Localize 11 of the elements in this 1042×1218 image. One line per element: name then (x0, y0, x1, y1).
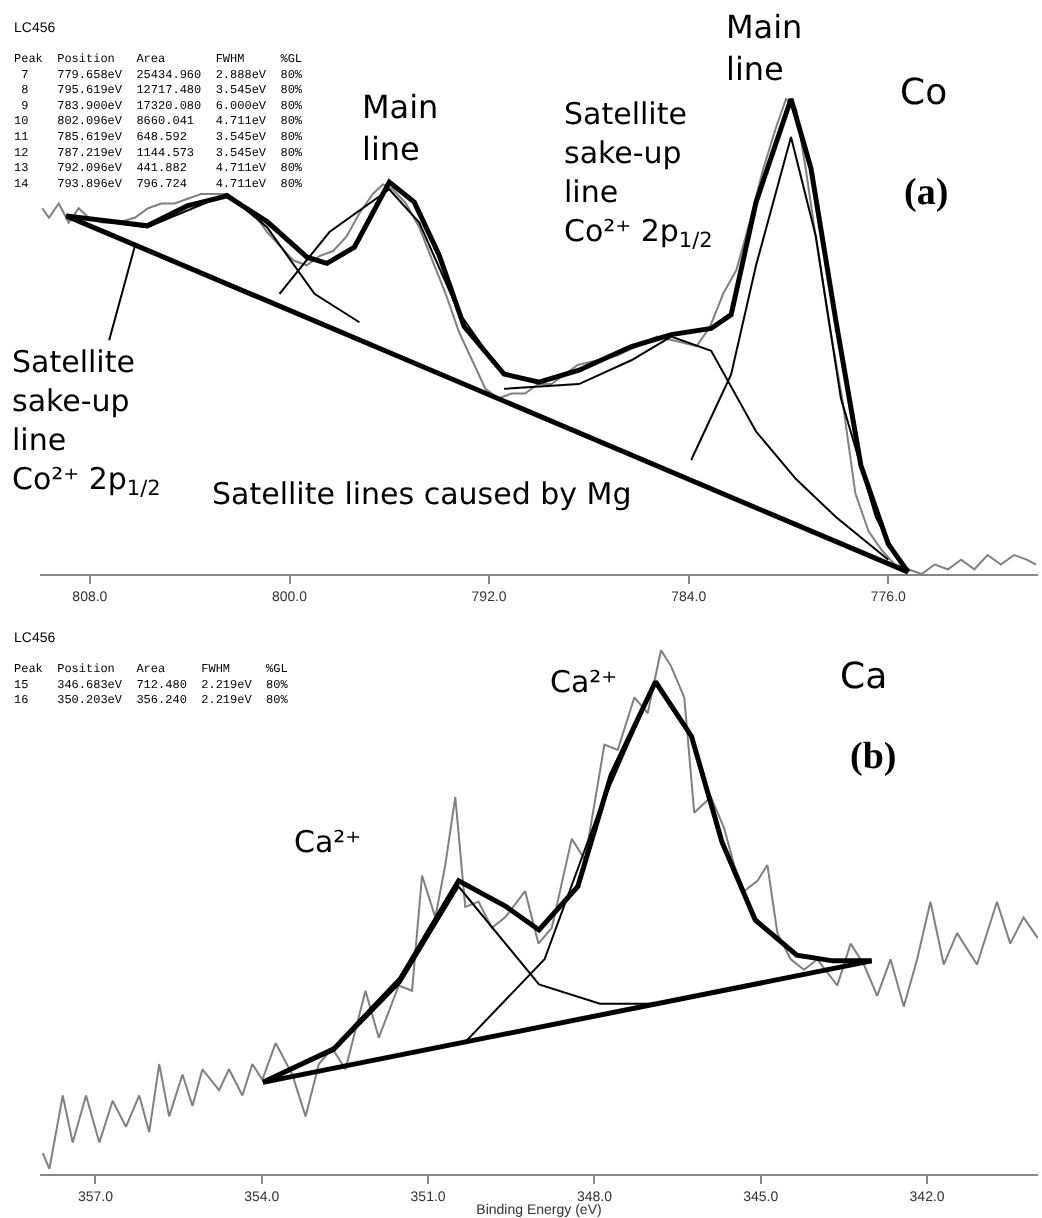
annotation: (a) (904, 172, 949, 214)
annotation: (b) (850, 736, 897, 778)
annotation: Ca²⁺ (294, 824, 362, 860)
annotation: Satellite sake-up line Co²⁺ 2p$_{1/2}$ (564, 96, 713, 254)
annotation: Ca (840, 656, 888, 698)
annotation: Satellite sake-up line Co²⁺ 2p$_{1/2}$ (12, 344, 161, 502)
annotation: Main line (362, 88, 439, 168)
annotation: Co (900, 72, 948, 114)
annotation: Satellite lines caused by Mg (212, 476, 632, 512)
annotation: Ca²⁺ (550, 664, 618, 700)
annotation: Main line (726, 8, 803, 88)
